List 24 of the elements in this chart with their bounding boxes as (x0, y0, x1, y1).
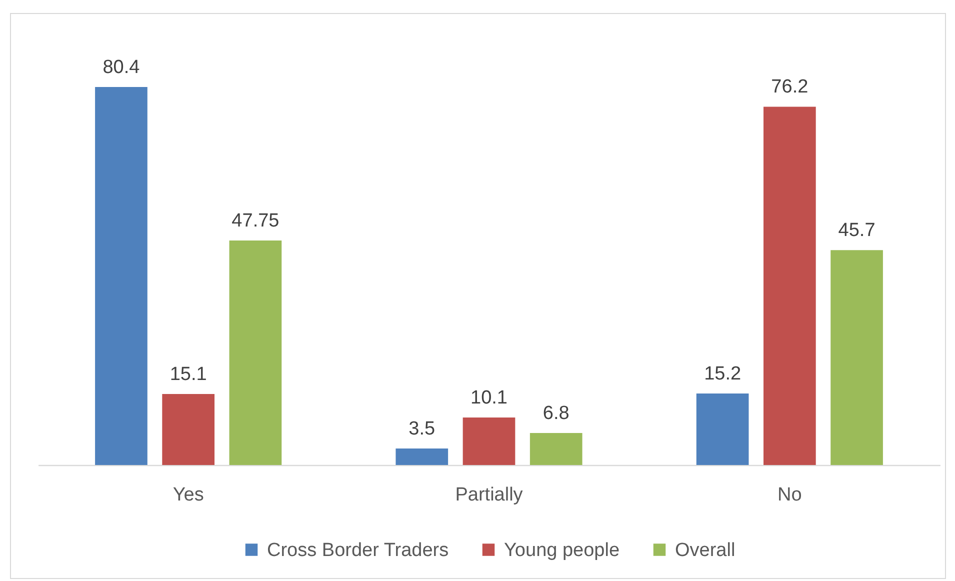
data-label: 10.1 (470, 388, 508, 409)
bar (95, 87, 148, 465)
data-label: 15.2 (704, 364, 742, 385)
data-label: 45.7 (838, 220, 876, 242)
bar (462, 418, 516, 465)
bar (162, 394, 215, 465)
bar (696, 394, 749, 465)
data-label: 3.5 (408, 418, 436, 440)
legend-label: Cross Border Traders (267, 540, 449, 561)
data-label: 76.2 (771, 76, 808, 98)
bar (229, 240, 282, 465)
bar (763, 106, 816, 465)
legend-label: Overall (675, 540, 736, 561)
bar (396, 448, 448, 465)
bar (530, 433, 582, 465)
bar (830, 250, 883, 465)
x-tick-label: Partially (455, 484, 524, 506)
x-tick-label: No (778, 484, 802, 506)
legend-label: Young people (504, 540, 620, 561)
x-tick-label: Yes (172, 484, 204, 506)
data-label: 80.4 (102, 57, 140, 78)
data-label: 15.1 (170, 364, 207, 386)
data-label: 47.75 (232, 210, 280, 232)
data-label: 6.8 (542, 403, 570, 424)
